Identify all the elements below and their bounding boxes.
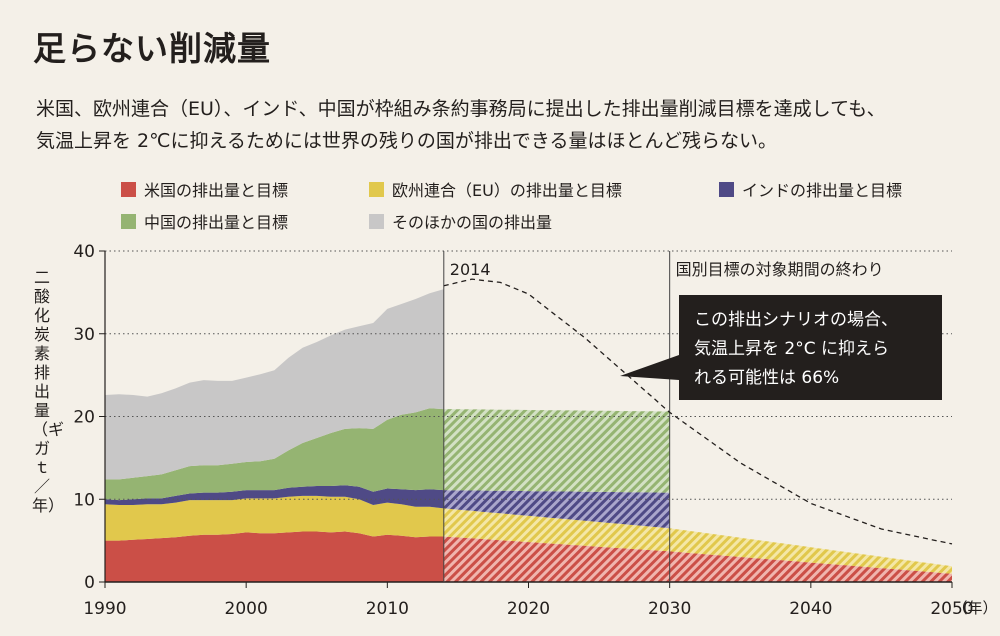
annotation-target-end: 国別目標の対象期間の終わり (676, 260, 884, 279)
annotation-2014: 2014 (450, 260, 491, 279)
legend-swatch-us (121, 181, 136, 197)
y-tick-label-20: 20 (73, 408, 95, 428)
legend-item-us: 米国の排出量と目標 (121, 177, 288, 201)
legend-label-eu: 欧州連合（EU）の排出量と目標 (392, 181, 622, 200)
scenario-2c-curve (443, 278, 953, 545)
area-target-china (443, 409, 670, 493)
area-historical-india (105, 485, 444, 509)
legend-item-india: インドの排出量と目標 (719, 177, 902, 201)
area-target-us (443, 536, 952, 582)
y-tick-label-0: 0 (84, 573, 95, 593)
callout-text: この排出シナリオの場合、 気温上昇を 2°C に抑えら れる可能性は 66% (694, 306, 934, 393)
x-tick-label-2010: 2010 (366, 599, 409, 619)
legend-label-us: 米国の排出量と目標 (144, 181, 289, 200)
x-tick-label-2040: 2040 (789, 599, 832, 619)
callout-box (679, 295, 942, 400)
legend-swatch-others (369, 213, 384, 229)
x-axis-unit-label: （年） (952, 599, 997, 617)
legend-swatch-eu (369, 181, 384, 197)
callout-line-3: れる可能性は 66% (694, 368, 840, 388)
subtitle-line-1: 米国、欧州連合（EU）、インド、中国が枠組み条約事務局に提出した排出量削減目標を… (36, 98, 886, 120)
area-historical-others (105, 289, 444, 480)
legend-swatch-china (121, 213, 136, 229)
legend-item-china: 中国の排出量と目標 (121, 209, 288, 233)
legend-label-china: 中国の排出量と目標 (144, 213, 289, 232)
y-tick-label-10: 10 (73, 490, 95, 510)
y-tick-label-30: 30 (73, 325, 95, 345)
legend-swatch-india (719, 181, 734, 197)
area-target-eu (443, 508, 952, 574)
callout-pointer (620, 355, 679, 380)
x-tick-label-2020: 2020 (507, 599, 550, 619)
legend-label-india: インドの排出量と目標 (742, 181, 903, 200)
chart-title: 足らない削減量 (33, 29, 271, 68)
x-tick-label-2030: 2030 (648, 599, 691, 619)
legend-label-others: そのほかの国の排出量 (392, 213, 553, 232)
x-tick-label-2000: 2000 (225, 599, 268, 619)
area-historical-eu (105, 495, 444, 541)
x-tick-label-1990: 1990 (83, 599, 126, 619)
x-tick-label-2050: 2050 (930, 599, 973, 619)
y-tick-label-40: 40 (73, 242, 95, 262)
legend-item-eu: 欧州連合（EU）の排出量と目標 (369, 177, 622, 201)
legend-item-others: そのほかの国の排出量 (369, 209, 552, 233)
area-historical-china (105, 408, 444, 501)
subtitle-line-2: 気温上昇を 2℃に抑えるためには世界の残りの国が排出できる量はほとんど残らない。 (36, 130, 777, 152)
area-target-india (443, 490, 670, 529)
callout-line-1: この排出シナリオの場合、 (694, 310, 898, 330)
area-historical-us (105, 531, 444, 582)
callout-line-2: 気温上昇を 2°C に抑えら (694, 339, 889, 359)
